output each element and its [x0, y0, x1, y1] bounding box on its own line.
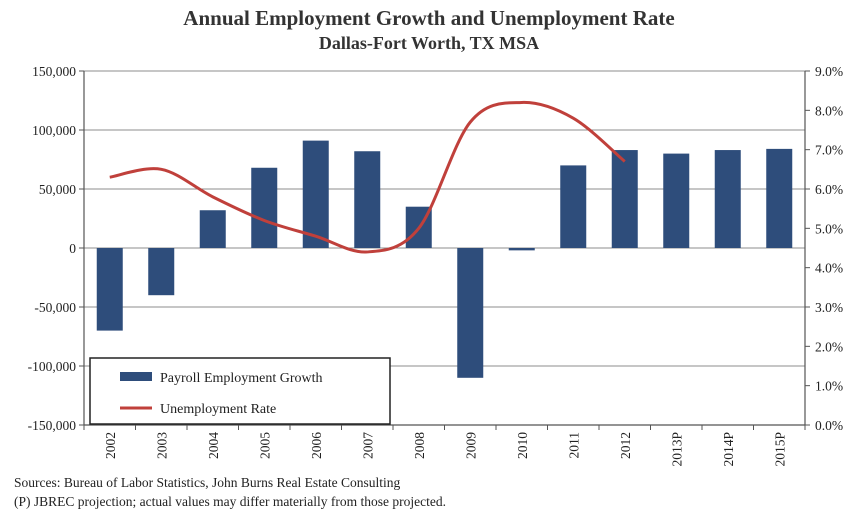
chart-title: Annual Employment Growth and Unemploymen…	[183, 6, 675, 30]
right-tick-label-1: 1.0%	[815, 379, 843, 394]
bar-2002	[96, 248, 123, 331]
x-tick-label-2004: 2004	[206, 432, 221, 459]
x-tick-label-2006: 2006	[309, 432, 324, 459]
x-tick-label-2002: 2002	[103, 432, 118, 459]
bar-2014P	[714, 150, 741, 248]
legend-label-unemployment: Unemployment Rate	[160, 402, 276, 417]
bar-2007	[354, 151, 381, 248]
x-axis-tick-labels: 2002 2003 2004 2005 2006 2007 2008 2009 2010 2011…	[103, 432, 788, 467]
x-tick-label-2011: 2011	[566, 432, 581, 459]
left-tick-label-3: 0	[69, 241, 76, 256]
bar-2010	[508, 248, 535, 251]
left-tick-label-0: -150,000	[28, 418, 77, 433]
bar-2013P	[663, 153, 690, 248]
axes	[79, 70, 810, 430]
left-tick-label-5: 100,000	[32, 123, 76, 138]
x-tick-label-2015P: 2015P	[772, 432, 787, 467]
right-axis-tick-labels: 0.0% 1.0% 2.0% 3.0% 4.0% 5.0% 6.0% 7.0% 8.0% 9.0%	[815, 64, 843, 433]
right-tick-label-7: 7.0%	[815, 143, 843, 158]
x-tick-label-2007: 2007	[360, 432, 375, 459]
right-tick-label-0: 0.0%	[815, 418, 843, 433]
x-tick-label-2012: 2012	[618, 432, 633, 459]
left-axis-tick-labels: -150,000 -100,000 -50,000 0 50,000 100,000 150…	[28, 64, 77, 433]
x-tick-label-2014P: 2014P	[721, 432, 736, 467]
bar-2009	[457, 248, 484, 378]
legend-label-payroll: Payroll Employment Growth	[160, 371, 323, 386]
bar-2005	[251, 167, 278, 248]
bar-2004	[199, 210, 226, 248]
legend-box	[89, 357, 391, 425]
bar-2003	[148, 248, 175, 296]
right-tick-label-5: 5.0%	[815, 221, 843, 236]
bar-2011	[560, 165, 587, 248]
bar-2006	[302, 140, 329, 248]
bar-2015P	[766, 148, 793, 248]
right-tick-label-8: 8.0%	[815, 103, 843, 118]
right-tick-label-2: 2.0%	[815, 339, 843, 354]
x-tick-label-2010: 2010	[515, 432, 530, 459]
chart-subtitle: Dallas-Fort Worth, TX MSA	[318, 33, 540, 53]
x-tick-label-2009: 2009	[463, 432, 478, 459]
source-notes: Sources: Bureau of Labor Statistics, Joh…	[14, 473, 446, 511]
right-tick-label-4: 4.0%	[815, 261, 843, 276]
x-tick-label-2003: 2003	[154, 432, 169, 459]
legend: Payroll Employment Growth Unemployment R…	[89, 357, 391, 425]
right-tick-label-9: 9.0%	[815, 64, 843, 79]
left-tick-label-1: -100,000	[28, 359, 77, 374]
line-series	[109, 100, 626, 254]
legend-bar-swatch	[120, 372, 152, 381]
bar-series	[96, 140, 793, 378]
x-tick-label-2013P: 2013P	[669, 432, 684, 467]
x-tick-label-2008: 2008	[412, 432, 427, 459]
left-tick-label-2: -50,000	[34, 300, 76, 315]
right-tick-label-3: 3.0%	[815, 300, 843, 315]
left-tick-label-4: 50,000	[39, 182, 76, 197]
unemployment-rate-line	[109, 100, 626, 254]
left-tick-label-6: 150,000	[32, 64, 76, 79]
chart-plot: -150,000 -100,000 -50,000 0 50,000 100,000 150…	[28, 64, 844, 467]
source-line-2: (P) JBREC projection; actual values may …	[14, 494, 446, 509]
x-tick-label-2005: 2005	[257, 432, 272, 459]
bar-2012	[611, 150, 638, 248]
right-tick-label-6: 6.0%	[815, 182, 843, 197]
source-line-1: Sources: Bureau of Labor Statistics, Joh…	[14, 475, 401, 490]
